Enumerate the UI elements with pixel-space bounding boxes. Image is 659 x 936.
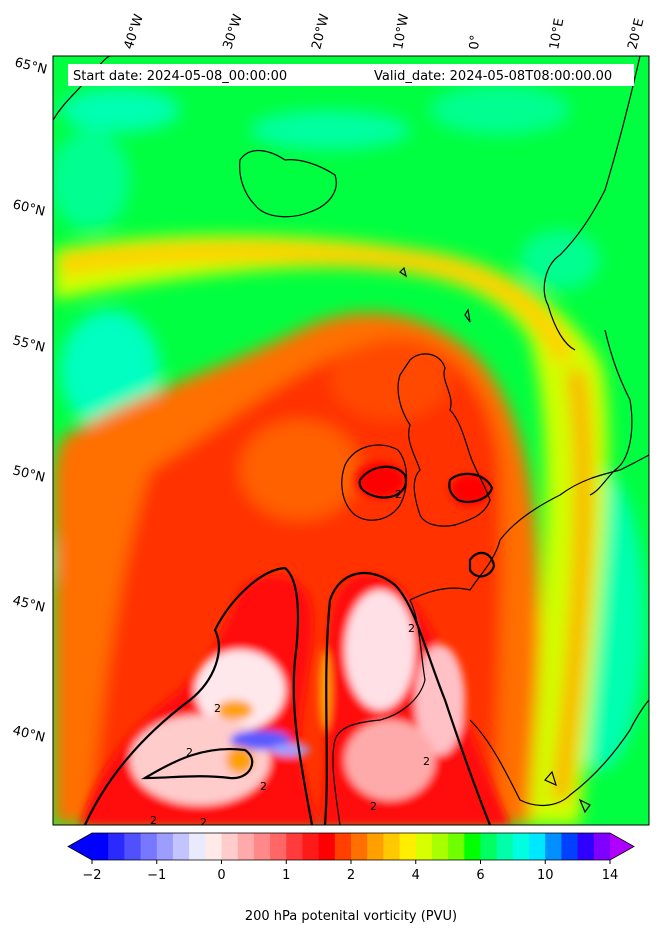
contour-label: 2	[423, 755, 430, 768]
colorbar-tick-label: 2	[347, 868, 355, 883]
lat-label: 45°N	[11, 593, 46, 615]
colorbar-swatch	[496, 833, 514, 860]
start-date-label: Start date: 2024-05-08_00:00:00	[73, 69, 287, 84]
lat-label: 50°N	[11, 463, 46, 485]
info-box	[68, 64, 634, 86]
colorbar-tick-label: 4	[412, 868, 420, 883]
colorbar-swatch	[205, 833, 222, 860]
colorbar-swatch	[156, 833, 174, 860]
colorbar-swatch	[464, 833, 481, 860]
longitude-labels: 40°W 30°W 20°W 10°W 0° 10°E 20°E	[122, 12, 648, 51]
colorbar-swatch	[318, 833, 336, 860]
contour-label: 2	[370, 800, 377, 813]
colorbar-swatch	[140, 833, 158, 860]
colorbar-swatch	[577, 833, 595, 860]
colorbar-swatch	[124, 833, 142, 860]
colorbar-under-arrow	[68, 833, 92, 860]
contour-label: 2	[150, 814, 157, 827]
colorbar-swatch	[334, 833, 352, 860]
colorbar-swatch	[383, 833, 401, 860]
contour-label: 2	[408, 622, 415, 635]
lon-label: 40°W	[122, 12, 147, 51]
contour-label: 2	[200, 816, 207, 829]
colorbar-swatch	[512, 833, 530, 860]
colorbar-swatch	[221, 833, 239, 860]
contour-labels: 2 2 2 2 2 2 2 2 2	[150, 488, 430, 829]
contour-label: 2	[395, 488, 402, 501]
latitude-labels: 65°N 60°N 55°N 50°N 45°N 40°N	[11, 55, 48, 745]
contour-label: 2	[214, 702, 221, 715]
colorbar-swatch	[237, 833, 255, 860]
colorbar-swatch	[189, 833, 206, 860]
colorbar-swatch	[529, 833, 546, 860]
colorbar-tick-label: 10	[537, 868, 554, 883]
valid-date-label: Valid_date: 2024-05-08T08:00:00.00	[374, 69, 612, 84]
colorbar-swatch	[448, 833, 465, 860]
colorbar-swatch	[351, 833, 368, 860]
colorbar-tick-label: 1	[282, 868, 290, 883]
lat-label: 55°N	[11, 333, 46, 355]
colorbar-swatch	[415, 833, 433, 860]
colorbar-swatch	[270, 833, 287, 860]
lon-label: 30°W	[221, 12, 246, 51]
colorbar-tick-label: −2	[82, 868, 101, 883]
colorbar-swatch	[286, 833, 303, 860]
colorbar-swatch	[302, 833, 320, 860]
colorbar-swatch	[108, 833, 125, 860]
colorbar-tick-label: 14	[602, 868, 619, 883]
lon-label: 10°E	[547, 17, 567, 50]
colorbar-swatch	[593, 833, 611, 860]
lat-label: 65°N	[13, 55, 48, 77]
contour-label: 2	[260, 780, 267, 793]
colorbar-ticks: −2 −1 0 1 2 4 6 10 14	[82, 860, 618, 883]
colorbar-over-arrow	[610, 833, 634, 860]
lat-label: 60°N	[11, 197, 46, 219]
contour-label: 2	[186, 746, 193, 759]
colorbar-swatch	[561, 833, 579, 860]
colorbar-swatch	[399, 833, 417, 860]
colorbar-tick-label: 0	[217, 868, 225, 883]
colorbar-swatch	[367, 833, 384, 860]
lon-label: 10°W	[391, 13, 412, 51]
pv-field: 2 2 2 2 2 2 2 2 2	[53, 56, 649, 829]
map-frame	[52, 55, 650, 826]
colorbar-tick-label: 6	[476, 868, 484, 883]
pv-2-contours	[83, 465, 496, 825]
lon-label: 20°W	[309, 12, 332, 51]
colorbar-swatch	[431, 833, 449, 860]
colorbar-swatch	[172, 833, 190, 860]
colorbar-tick-label: −1	[147, 868, 166, 883]
colorbar-swatch	[545, 833, 562, 860]
colorbar	[67, 832, 635, 861]
colorbar-swatch	[480, 833, 498, 860]
lon-label: 0°	[467, 34, 483, 50]
colorbar-swatch	[253, 833, 271, 860]
colorbar-swatch	[92, 833, 109, 860]
lon-label: 20°E	[625, 17, 647, 51]
lat-label: 40°N	[11, 723, 46, 745]
colorbar-title: 200 hPa potenital vorticity (PVU)	[245, 909, 457, 924]
